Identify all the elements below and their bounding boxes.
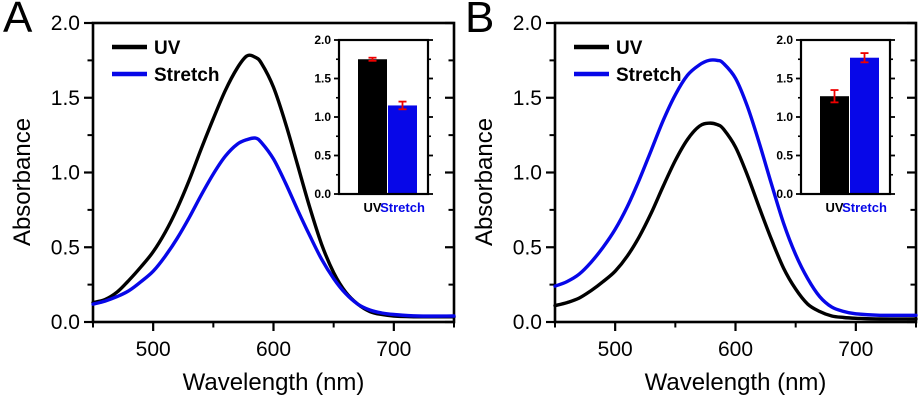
inset-y-tick-label: 1.0: [776, 110, 793, 124]
inset-bar-uv: [820, 96, 849, 194]
panel-b: B 500 600 700 0.0 0.5 1.0 1.5 2.0 Wavelength (nm…: [462, 0, 924, 401]
panel-b-label: B: [465, 0, 495, 42]
inset-y-tick-label: 0.0: [314, 187, 331, 201]
inset-y-tick-label: 1.5: [314, 72, 331, 86]
inset-y-tick-label: 1.0: [314, 110, 331, 124]
legend-label-uv: UV: [616, 38, 643, 59]
inset-y-tick-label: 0.0: [776, 187, 793, 201]
y-axis-title: Absorbance: [471, 118, 498, 246]
uv-curve: [553, 121, 918, 321]
y-tick-label: 0.5: [513, 236, 542, 259]
panel-a: A 500 600 700 0.0 0.5 1.0 1.5 2.0 Wavelength (nm…: [0, 0, 462, 401]
inset-category-label: Stretch: [842, 200, 887, 215]
legend-label-uv: UV: [154, 38, 181, 59]
x-tick-label: 500: [598, 338, 633, 361]
x-axis-title: Wavelength (nm): [645, 369, 827, 396]
inset-y-tick-label: 1.5: [776, 72, 793, 86]
inset-bar-stretch: [850, 57, 879, 195]
legend-label-stretch: Stretch: [154, 65, 219, 86]
legend-label-stretch: Stretch: [616, 65, 681, 86]
inset-bar-stretch: [388, 105, 417, 194]
stretch-curve: [91, 136, 456, 318]
inset-y-tick-label: 2.0: [776, 33, 793, 47]
inset-y-tick-label: 0.5: [776, 149, 793, 163]
inset-y-tick-label: 0.5: [314, 149, 331, 163]
y-tick-label: 1.0: [513, 162, 542, 185]
y-axis-title: Absorbance: [9, 118, 36, 246]
panel-a-label: A: [3, 0, 33, 42]
panel-b-chart: 500 600 700 0.0 0.5 1.0 1.5 2.0 Wavelength (nm) A…: [471, 12, 918, 396]
x-axis-title: Wavelength (nm): [183, 369, 365, 396]
inset-y-tick-label: 2.0: [314, 33, 331, 47]
x-tick-label: 500: [136, 338, 171, 361]
x-tick-label: 700: [838, 338, 873, 361]
stretch-curve: [553, 58, 918, 318]
inset-bar-uv: [358, 59, 387, 194]
inset-category-label: UV: [825, 200, 843, 215]
y-tick-label: 2.0: [513, 12, 542, 35]
x-tick-label: 700: [376, 338, 411, 361]
y-tick-label: 1.5: [513, 87, 542, 110]
inset-category-label: Stretch: [380, 200, 425, 215]
y-tick-label: 0.0: [51, 311, 80, 334]
y-tick-label: 1.0: [51, 162, 80, 185]
y-tick-label: 2.0: [51, 12, 80, 35]
y-tick-label: 1.5: [51, 87, 80, 110]
panel-a-chart: 500 600 700 0.0 0.5 1.0 1.5 2.0 Wavelength (nm) A…: [9, 12, 456, 396]
x-tick-label: 600: [256, 338, 291, 361]
x-tick-label: 600: [718, 338, 753, 361]
y-tick-label: 0.5: [51, 236, 80, 259]
inset-category-label: UV: [363, 200, 381, 215]
y-tick-label: 0.0: [513, 311, 542, 334]
